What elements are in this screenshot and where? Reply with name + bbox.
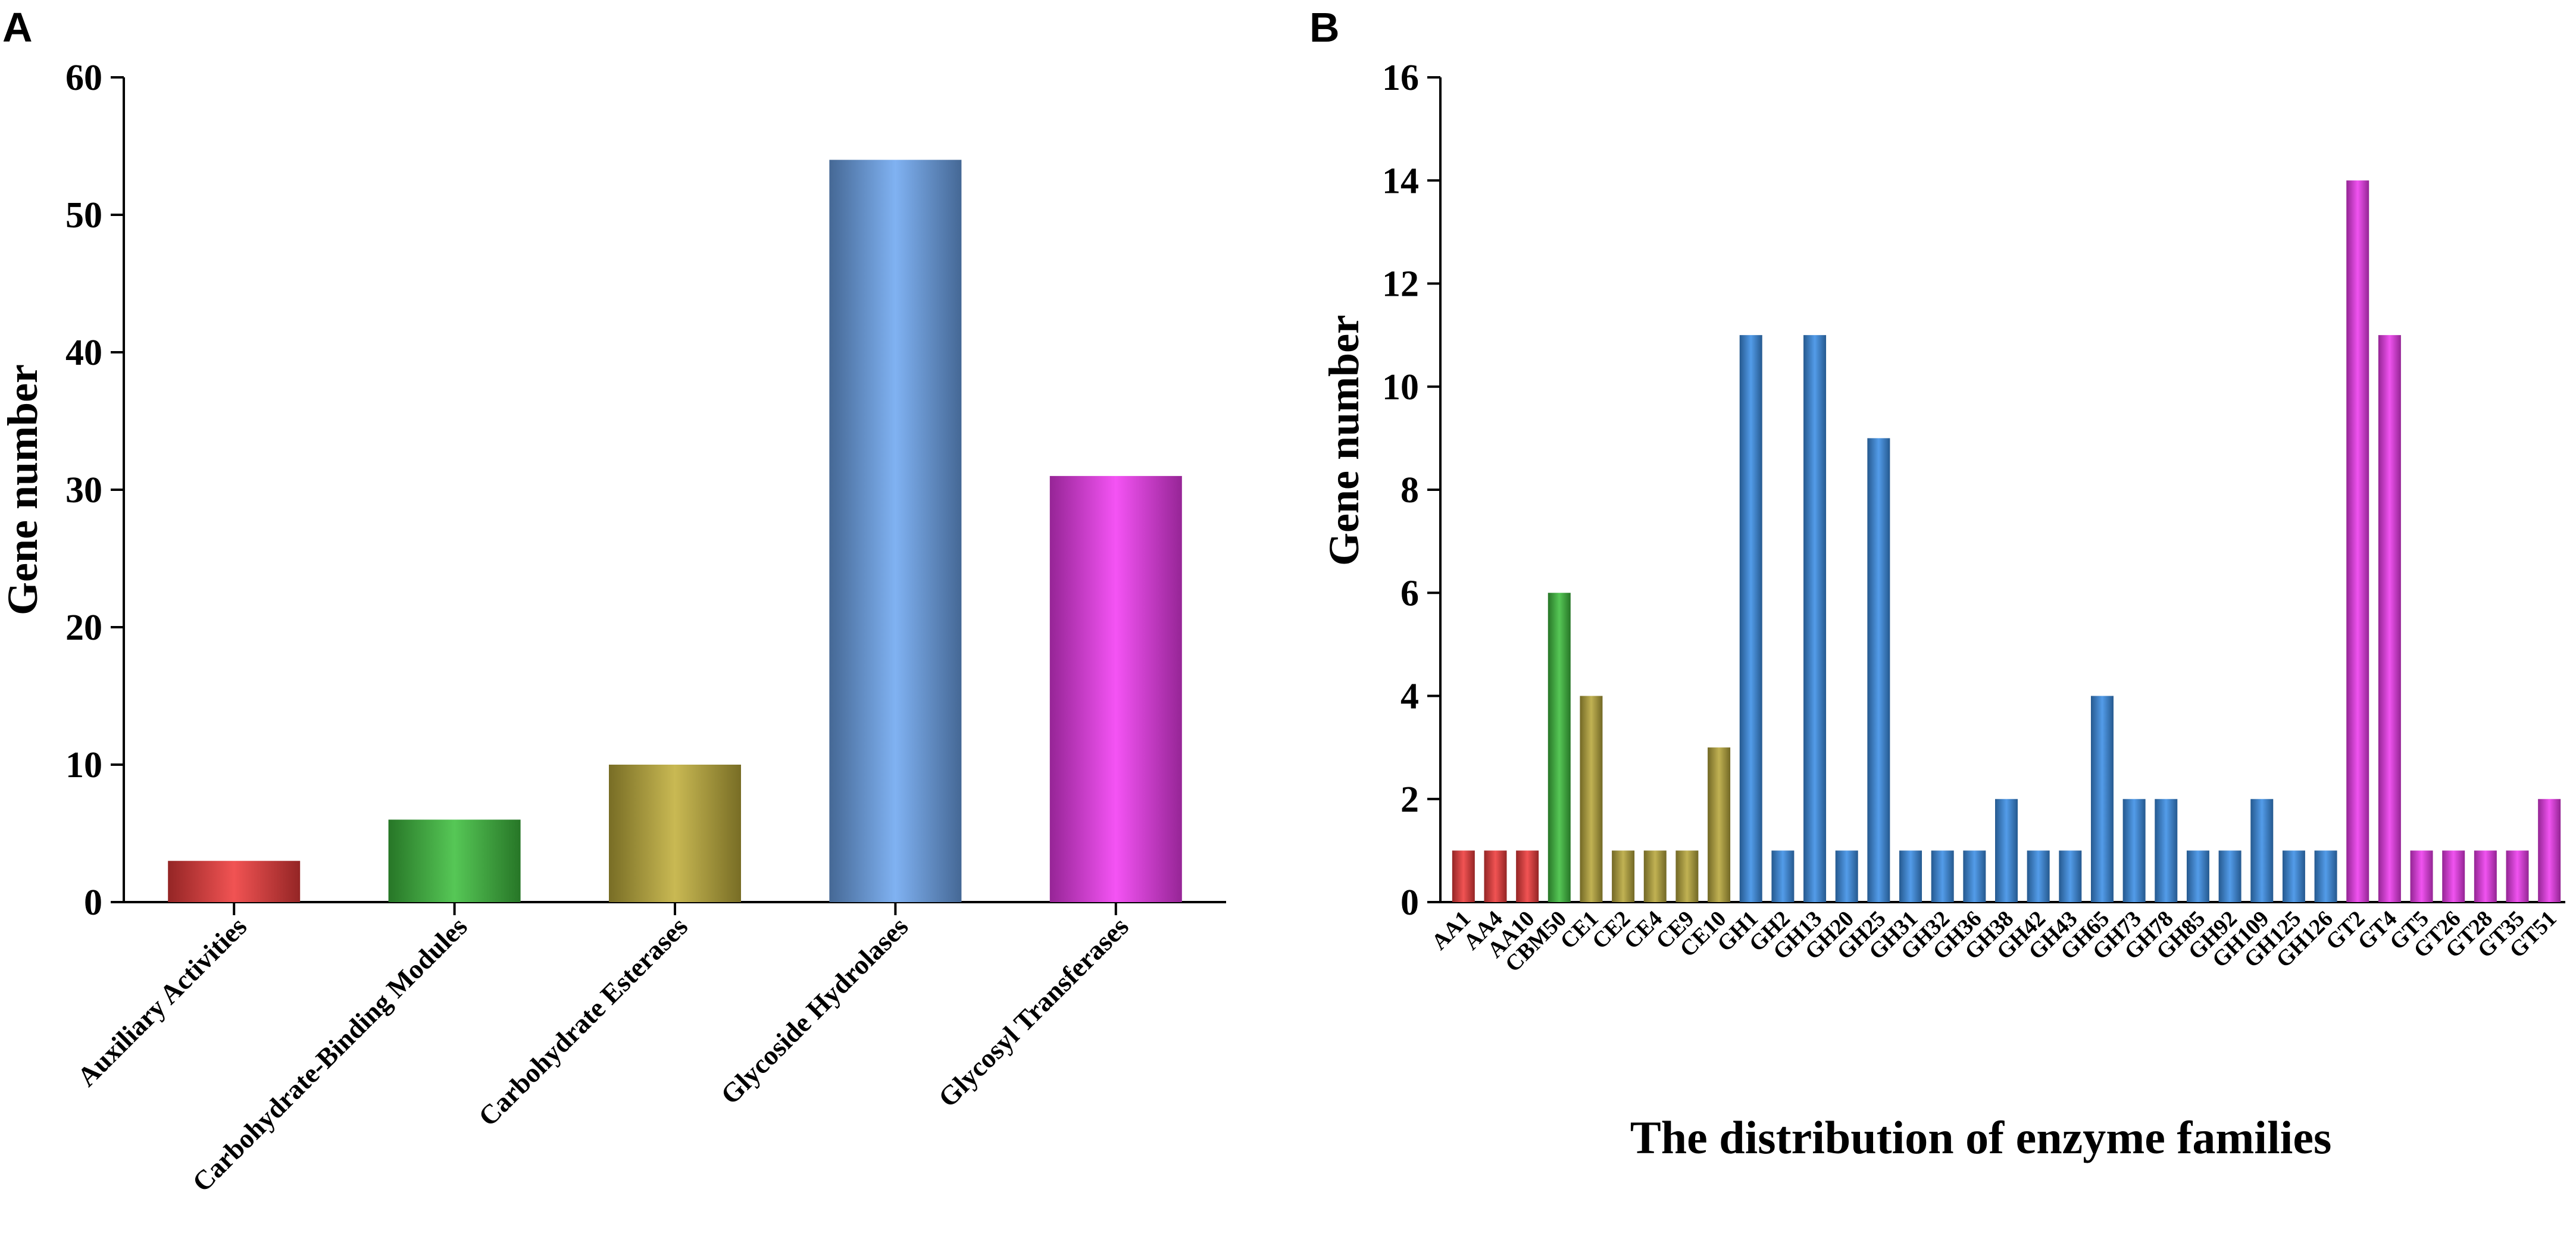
panel-b-x-axis-title: The distribution of enzyme families	[1630, 1112, 2332, 1163]
panel-b-bar	[2090, 696, 2114, 902]
panel-b-y-tick-label: 12	[1382, 264, 1419, 305]
panel-b-bar	[1739, 335, 1762, 902]
panel-b-y-tick-label: 2	[1400, 780, 1419, 820]
panel-b-bar	[1675, 850, 1699, 902]
panel-b-bar	[1867, 438, 1890, 902]
panel-b-y-tick-label: 0	[1400, 882, 1419, 923]
panel-a-y-tick-label: 50	[65, 195, 102, 236]
panel-b-bar	[1516, 850, 1539, 902]
panel-a-bars	[168, 159, 1182, 915]
panel-b-bar	[1963, 850, 1986, 902]
panel-b-bar	[2250, 799, 2274, 902]
panel-b-bar	[2122, 799, 2146, 902]
panel-b-bar	[1995, 799, 2018, 902]
panel-a-x-label: Auxiliary Activities	[71, 911, 252, 1092]
panel-b-letter: B	[1309, 4, 1340, 51]
panel-a-x-label: Glycoside Hydrolases	[715, 911, 914, 1110]
panel-b-y-tick-label: 6	[1400, 573, 1419, 614]
panel-b-bar	[2218, 850, 2242, 902]
panel-b-bar	[1643, 850, 1667, 902]
panel-b-bar	[2155, 799, 2178, 902]
panel-b-bars	[1452, 180, 2561, 902]
panel-a-y-tick-label: 60	[65, 58, 102, 98]
panel-a-bar	[829, 159, 962, 903]
panel-b-bar	[2442, 850, 2465, 902]
panel-a-y-tick-label: 10	[65, 745, 102, 785]
panel-b-bar	[1708, 747, 1731, 902]
panel-a-bar	[1049, 475, 1182, 902]
panel-b-chart: B 0 2 4 6 8 10 12 14 16 AA1AA4AA10CBM50CE1CE2CE4…	[1309, 4, 2565, 1163]
panel-b-y-ticks: 0 2 4 6 8 10 12 14 16	[1382, 58, 1440, 923]
panel-b-bar	[1452, 850, 1475, 902]
panel-b-x-labels: AA1AA4AA10CBM50CE1CE2CE4CE9CE10GH1GH2GH1…	[1427, 906, 2561, 977]
panel-b-bar	[2378, 335, 2401, 902]
panel-a-x-labels: Auxiliary ActivitiesCarbohydrate-Binding…	[71, 911, 1134, 1198]
panel-b-y-tick-label: 8	[1400, 470, 1419, 511]
panel-b-y-axis-title: Gene number	[1320, 315, 1368, 566]
panel-b-bar	[2314, 850, 2337, 902]
panel-b-bar	[2410, 850, 2433, 902]
panel-b-bar	[1899, 850, 1922, 902]
panel-a-y-tick-label: 0	[84, 882, 102, 923]
panel-b-bar	[1484, 850, 1507, 902]
panel-a-y-axis-title: Gene number	[0, 364, 46, 615]
panel-b-bar	[1835, 850, 1858, 902]
panel-a-bar	[168, 860, 301, 902]
panel-a-y-ticks: 0 10 20 30 40 50 60	[65, 58, 124, 923]
panel-b-y-tick-label: 10	[1382, 367, 1419, 408]
panel-a-bar	[388, 819, 521, 902]
panel-b-bar	[2186, 850, 2209, 902]
panel-b-bar	[1612, 850, 1635, 902]
panel-a-y-tick-label: 20	[65, 608, 102, 648]
panel-a-y-tick-label: 40	[65, 333, 102, 373]
panel-a-bar	[609, 765, 741, 902]
panel-b-y-tick-label: 16	[1382, 58, 1419, 98]
panel-b-bar	[2346, 180, 2369, 902]
panel-a-y-tick-label: 30	[65, 470, 102, 511]
panel-b-bar	[1931, 850, 1954, 902]
panel-a-letter: A	[2, 4, 33, 51]
panel-a-x-label: Carbohydrate Esterases	[473, 911, 693, 1132]
panel-b-bar	[1548, 593, 1571, 902]
panel-b-bar	[2059, 850, 2082, 902]
panel-b-bar	[2027, 850, 2050, 902]
panel-b-bar	[1771, 850, 1795, 902]
panel-b-bar	[2538, 799, 2561, 902]
panel-b-bar	[2282, 850, 2305, 902]
panel-b-y-tick-label: 14	[1382, 161, 1419, 201]
panel-b-bar	[2474, 850, 2497, 902]
panel-a-x-label: Glycosyl Transferases	[933, 911, 1134, 1113]
panel-b-bar	[1803, 335, 1827, 902]
panel-b-bar	[1580, 696, 1603, 902]
panel-b-bar	[2506, 850, 2529, 902]
panel-b-y-tick-label: 4	[1400, 677, 1419, 717]
